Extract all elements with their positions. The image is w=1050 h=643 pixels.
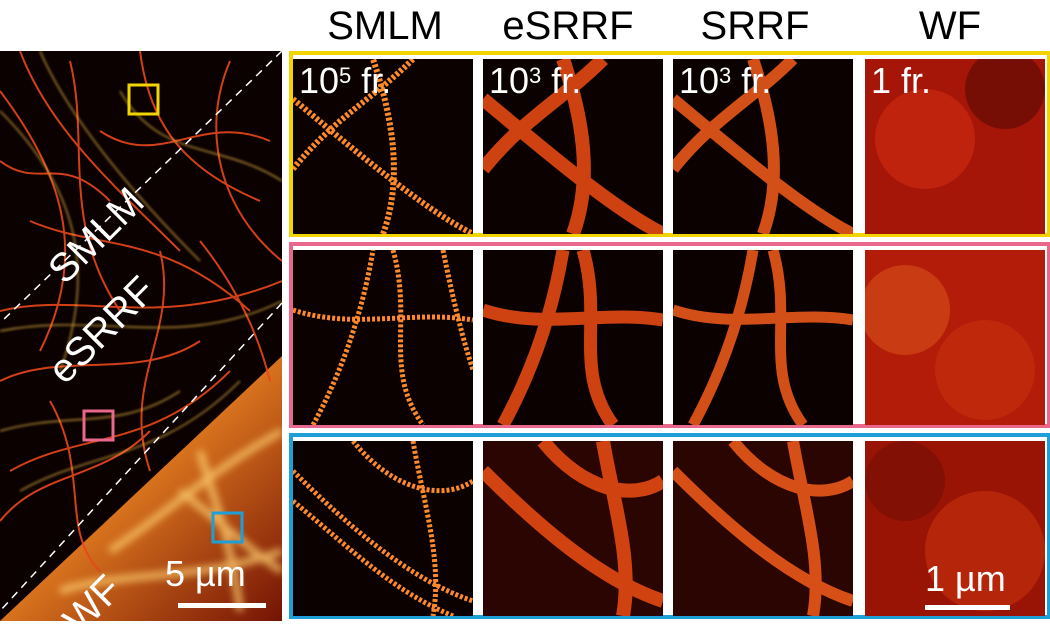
tile-image <box>673 441 853 616</box>
tile-image <box>865 59 1045 234</box>
zoom-row-blue: 1 µm <box>289 433 1050 619</box>
tile-esrrf-2 <box>483 250 663 425</box>
frame-count-1: 105 fr. <box>299 60 392 101</box>
roi-pink <box>82 409 115 442</box>
microtubule-overview <box>0 51 282 621</box>
tile-srrf-3 <box>673 441 853 616</box>
tile-image <box>483 441 663 616</box>
zoom-scale-bar <box>925 605 1010 610</box>
tile-esrrf-1: 103 fr. <box>483 59 663 234</box>
zoom-scale-label: 1 µm <box>925 558 1006 599</box>
zoom-row-pink <box>289 242 1050 428</box>
tile-wf-3: 1 µm <box>865 441 1045 616</box>
overview-scale-bar <box>178 603 266 608</box>
tile-wf-1: 1 fr. <box>865 59 1045 234</box>
header-smlm: SMLM <box>327 4 443 48</box>
tile-image <box>293 59 473 234</box>
tile-image <box>293 441 473 616</box>
tile-smlm-2 <box>293 250 473 425</box>
header-wf: WF <box>918 4 982 48</box>
tile-image <box>483 59 663 234</box>
tile-esrrf-3 <box>483 441 663 616</box>
frame-count-4: 1 fr. <box>871 60 932 101</box>
tile-smlm-1: 105 fr. <box>293 59 473 234</box>
tile-wf-2 <box>865 250 1045 425</box>
zoom-row-yellow: 105 fr. 103 fr. 103 fr. 1 fr. <box>289 51 1050 237</box>
tile-srrf-1: 103 fr. <box>673 59 853 234</box>
tile-image <box>865 250 1045 425</box>
tile-image <box>673 250 853 425</box>
overview-image: SMLM eSRRF WF 5 µm <box>0 51 282 642</box>
tile-image <box>293 250 473 425</box>
roi-blue <box>211 511 244 544</box>
tile-image <box>483 250 663 425</box>
frame-count-3: 103 fr. <box>679 60 772 101</box>
tile-image <box>673 59 853 234</box>
roi-yellow <box>127 83 160 116</box>
tile-image <box>865 441 1045 616</box>
header-esrrf: eSRRF <box>502 4 634 48</box>
overview-scale-label: 5 µm <box>165 553 246 594</box>
frame-count-2: 103 fr. <box>489 60 582 101</box>
tile-srrf-2 <box>673 250 853 425</box>
tile-smlm-3 <box>293 441 473 616</box>
header-srrf: SRRF <box>700 4 810 48</box>
